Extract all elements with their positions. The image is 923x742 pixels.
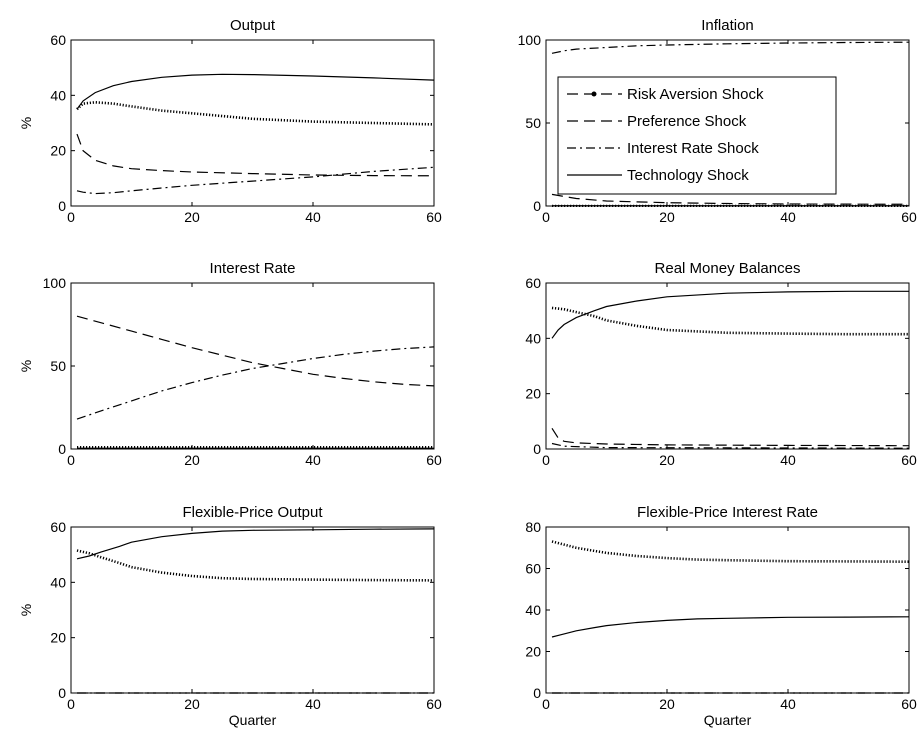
axes-box <box>545 526 910 694</box>
series-group <box>76 73 434 195</box>
x-tick-label: 20 <box>184 209 200 225</box>
series-line-risk-aversion-shock <box>76 549 434 582</box>
legend-entry: Risk Aversion Shock <box>627 86 764 103</box>
series-group <box>551 540 909 694</box>
series-line-preference-shock <box>551 427 909 447</box>
y-tick-label: 60 <box>525 561 541 577</box>
x-tick-label: 60 <box>426 696 442 712</box>
series-line-preference-shock <box>551 193 909 205</box>
panel-2: Interest Rate 0 20 40 60 0 50 100% <box>18 260 442 468</box>
panel-title: Flexible-Price Interest Rate <box>637 504 818 521</box>
y-tick-label: 60 <box>50 519 66 535</box>
legend-marker <box>591 91 597 97</box>
panel-title: Output <box>230 17 276 34</box>
y-tick-label: 0 <box>533 685 541 701</box>
series-line-technology-shock <box>76 528 434 560</box>
x-tick-label: 40 <box>305 452 321 468</box>
panel-title: Flexible-Price Output <box>182 504 323 521</box>
x-tick-label: 40 <box>305 209 321 225</box>
x-tick-label: 20 <box>184 452 200 468</box>
x-tick-label: 60 <box>901 696 917 712</box>
y-tick-label: 0 <box>533 198 541 214</box>
y-tick-label: 0 <box>58 685 66 701</box>
x-tick-label: 60 <box>426 452 442 468</box>
y-tick-label: 20 <box>525 644 541 660</box>
x-axis-label: Quarter <box>704 712 752 728</box>
y-tick-label: 20 <box>50 143 66 159</box>
axes-box <box>70 39 435 207</box>
y-axis-label: % <box>18 117 34 129</box>
x-tick-label: 40 <box>780 209 796 225</box>
x-tick-label: 20 <box>659 452 675 468</box>
x-tick-label: 0 <box>67 452 75 468</box>
x-tick-label: 20 <box>184 696 200 712</box>
y-tick-label: 50 <box>50 358 66 374</box>
x-tick-label: 40 <box>305 696 321 712</box>
series-line-interest-rate-shock <box>551 442 909 449</box>
axes-box <box>70 526 435 694</box>
series-line-preference-shock <box>76 315 434 387</box>
y-axis-label: % <box>18 360 34 372</box>
panel-title: Inflation <box>701 17 754 34</box>
panel-3: Real Money Balances 0 20 40 60 0 20 40 60 <box>525 260 917 468</box>
y-tick-label: 0 <box>533 441 541 457</box>
y-tick-label: 60 <box>50 32 66 48</box>
y-tick-label: 50 <box>525 115 541 131</box>
x-tick-label: 0 <box>542 209 550 225</box>
series-group <box>76 315 434 449</box>
series-line-preference-shock <box>76 133 434 177</box>
x-tick-label: 60 <box>901 452 917 468</box>
panel-5: Flexible-Price Interest Rate 0 20 40 60 0 20 40… <box>525 504 917 728</box>
panel-title: Interest Rate <box>210 260 296 277</box>
x-tick-label: 0 <box>67 209 75 225</box>
panel-1: Inflation 0 20 40 60 0 50 100 Risk Aversion Shoc… <box>518 17 917 225</box>
y-tick-label: 80 <box>525 519 541 535</box>
x-tick-label: 40 <box>780 452 796 468</box>
y-axis-label: % <box>18 604 34 616</box>
axes-box <box>545 282 910 450</box>
x-tick-label: 20 <box>659 696 675 712</box>
series-line-technology-shock <box>76 73 434 110</box>
legend-entry: Preference Shock <box>627 113 747 130</box>
series-group <box>551 290 909 449</box>
x-tick-label: 60 <box>426 209 442 225</box>
x-tick-label: 0 <box>542 696 550 712</box>
series-group <box>76 528 434 694</box>
y-tick-label: 40 <box>50 574 66 590</box>
y-tick-label: 20 <box>50 630 66 646</box>
y-tick-label: 40 <box>525 330 541 346</box>
y-tick-label: 20 <box>525 386 541 402</box>
legend: Risk Aversion Shock Preference Shock Inter… <box>557 76 837 195</box>
x-axis-label: Quarter <box>229 712 277 728</box>
legend-entry: Technology Shock <box>627 167 749 184</box>
y-tick-label: 40 <box>525 602 541 618</box>
y-tick-label: 100 <box>43 275 67 291</box>
panel-title: Real Money Balances <box>655 260 801 277</box>
axes-box <box>70 282 435 450</box>
series-line-risk-aversion-shock <box>551 540 909 563</box>
panel-4: Flexible-Price Output 0 20 40 60 0 20 40 60% Quar… <box>18 504 442 728</box>
panel-0: Output 0 20 40 60 0 20 40 60% <box>18 17 442 225</box>
series-line-technology-shock <box>551 616 909 638</box>
series-line-interest-rate-shock <box>76 166 434 195</box>
x-tick-label: 0 <box>67 696 75 712</box>
x-tick-label: 20 <box>659 209 675 225</box>
y-tick-label: 0 <box>58 441 66 457</box>
y-tick-label: 40 <box>50 87 66 103</box>
y-tick-label: 100 <box>518 32 542 48</box>
x-tick-label: 60 <box>901 209 917 225</box>
series-line-interest-rate-shock <box>76 346 434 420</box>
series-line-technology-shock <box>551 290 909 339</box>
x-tick-label: 40 <box>780 696 796 712</box>
series-line-risk-aversion-shock <box>551 306 909 336</box>
series-line-risk-aversion-shock <box>76 100 434 126</box>
legend-entry: Interest Rate Shock <box>627 140 759 157</box>
y-tick-label: 0 <box>58 198 66 214</box>
series-line-interest-rate-shock <box>551 41 909 54</box>
x-tick-label: 0 <box>542 452 550 468</box>
y-tick-label: 60 <box>525 275 541 291</box>
